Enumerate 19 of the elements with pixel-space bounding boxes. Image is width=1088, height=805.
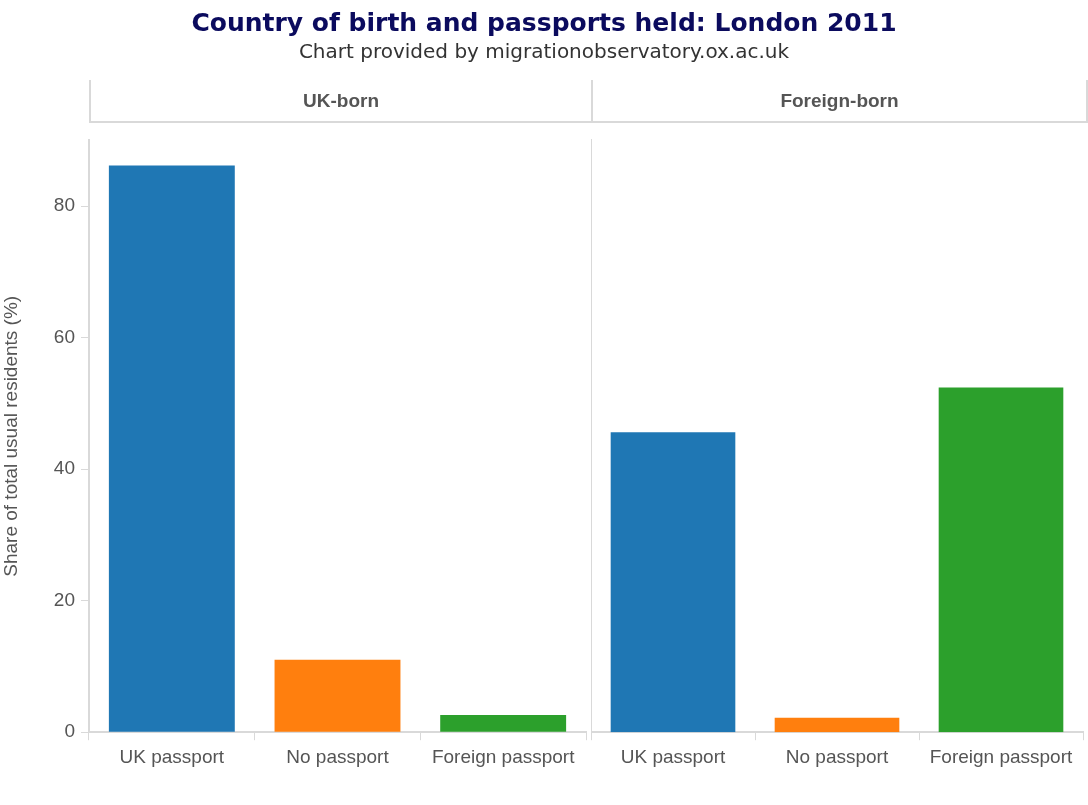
- y-tick-label: 20: [53, 588, 75, 610]
- x-tick-label: UK passport: [119, 745, 225, 767]
- bar: [274, 659, 401, 732]
- y-axis-title: Share of total usual residents (%): [0, 295, 21, 577]
- bar: [108, 165, 235, 732]
- y-tick-label: 80: [53, 194, 75, 216]
- x-tick-label: UK passport: [620, 745, 726, 767]
- text: Foreign-born: [780, 89, 899, 112]
- x-tick-label: Foreign passport: [431, 745, 576, 767]
- x-tick-label: Foreign passport: [929, 745, 1074, 767]
- bar: [440, 715, 567, 732]
- y-tick-label: 40: [53, 457, 75, 479]
- chart-title: Country of birth and passports held: London 2011: [190, 7, 898, 37]
- chart-subtitle: Chart provided by migrationobservatory.ox.ac.uk: [297, 39, 791, 63]
- x-tick-label: No passport: [286, 745, 390, 767]
- x-tick-label: No passport: [785, 745, 889, 767]
- y-tick-label: 60: [53, 325, 75, 347]
- y-tick-label: 0: [64, 720, 75, 742]
- text: UK-born: [303, 89, 379, 112]
